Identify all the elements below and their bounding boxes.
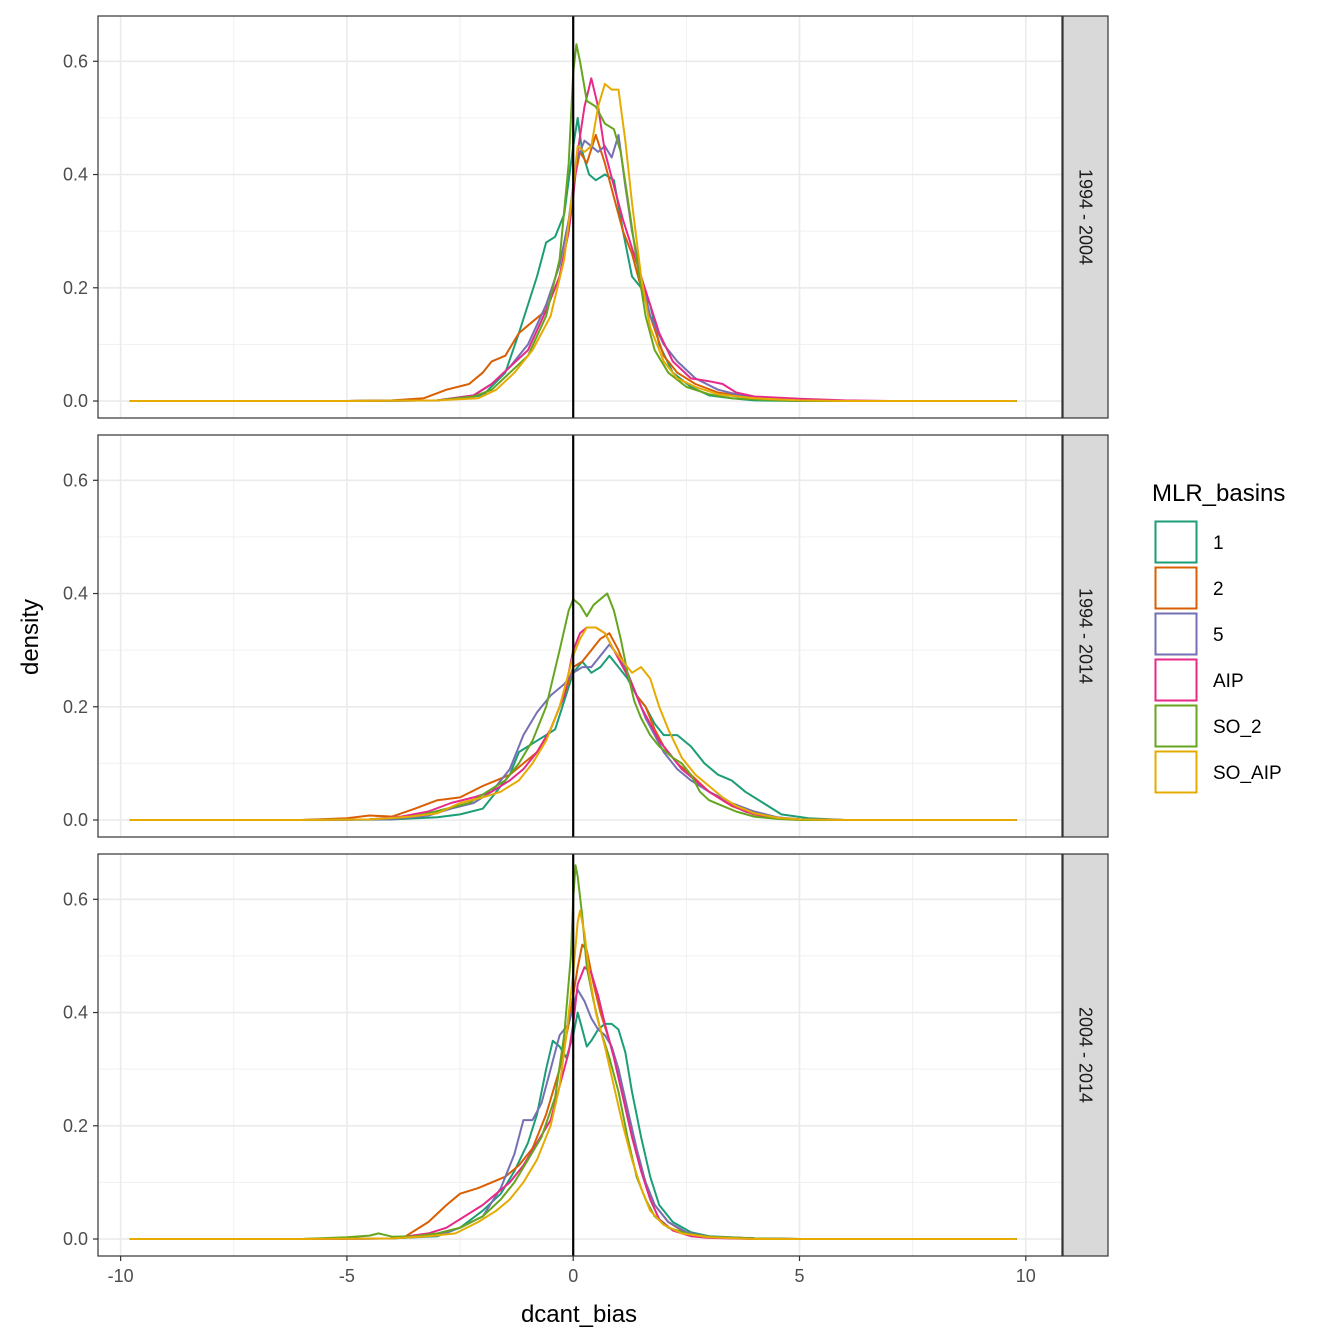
- legend-key-so-2: [1154, 704, 1198, 748]
- panel-background: [98, 435, 1062, 837]
- legend-key-background: [1154, 750, 1198, 794]
- legend-label: SO_AIP: [1213, 763, 1282, 784]
- y-tick-label: 0.2: [63, 278, 88, 298]
- y-tick-label: 0.0: [63, 810, 88, 830]
- legend-label: 5: [1213, 625, 1224, 646]
- density-line-aip: [129, 77, 1017, 402]
- y-tick-label: 0.2: [63, 1116, 88, 1136]
- legend-key-background: [1154, 704, 1198, 748]
- density-line-5: [129, 988, 1017, 1240]
- y-tick-label: 0.6: [63, 470, 88, 490]
- x-tick-label: 10: [1016, 1266, 1036, 1286]
- x-tick-label: 0: [568, 1266, 578, 1286]
- facet-panels: 0.0 0.2 0.4 0.6 1994 - 2004 0.0 0.2 0.4 0.6 1994 …: [63, 15, 1109, 1257]
- panel-border: [97, 853, 1063, 1257]
- density-line-so-aip: [129, 82, 1017, 402]
- panel-background: [98, 854, 1062, 1256]
- legend-label: 1: [1213, 533, 1224, 554]
- legend-label: 2: [1213, 579, 1224, 600]
- y-tick-label: 0.4: [63, 165, 88, 185]
- y-axis-title: density: [17, 599, 44, 675]
- density-line-2: [129, 133, 1017, 402]
- facet-strip-label: 1994 - 2014: [1076, 588, 1096, 684]
- legend-title: MLR_basins: [1152, 480, 1285, 507]
- facet-panel: 0.0 0.2 0.4 0.6 1994 - 2014: [63, 434, 1109, 838]
- density-line-so-aip: [129, 626, 1017, 821]
- legend: MLR_basins 1 2 5 AIP SO_2 SO_AIP: [1152, 480, 1285, 794]
- legend-key-background: [1154, 612, 1198, 656]
- density-line-so-aip: [129, 909, 1017, 1240]
- y-tick-label: 0.6: [63, 889, 88, 909]
- facet-strip-label: 2004 - 2014: [1076, 1007, 1096, 1103]
- legend-key-2: [1154, 566, 1198, 610]
- x-axis-title: dcant_bias: [521, 1301, 637, 1328]
- density-line-so-2: [129, 43, 1017, 402]
- facet-strip: [1062, 853, 1109, 1257]
- panel-border: [97, 15, 1063, 419]
- legend-key-background: [1154, 566, 1198, 610]
- legend-label: SO_2: [1213, 717, 1262, 738]
- facet-strip: [1062, 15, 1109, 419]
- y-tick-label: 0.4: [63, 584, 88, 604]
- y-tick-label: 0.6: [63, 51, 88, 71]
- facet-strip-label: 1994 - 2004: [1076, 169, 1096, 265]
- legend-key-5: [1154, 612, 1198, 656]
- facet-panel: 0.0 0.2 0.4 0.6 2004 - 2014: [63, 853, 1109, 1257]
- y-tick-label: 0.2: [63, 697, 88, 717]
- x-tick-label: -10: [108, 1266, 134, 1286]
- density-line-so-2: [129, 592, 1017, 821]
- y-tick-label: 0.0: [63, 1229, 88, 1249]
- legend-key-so-aip: [1154, 750, 1198, 794]
- x-tick-label: 5: [794, 1266, 804, 1286]
- x-axis: -10 -5 0 5 10: [108, 1256, 1036, 1286]
- x-tick-label: -5: [339, 1266, 355, 1286]
- y-tick-label: 0.4: [63, 1003, 88, 1023]
- legend-label: AIP: [1213, 671, 1244, 692]
- panel-border: [97, 434, 1063, 838]
- facet-strip: [1062, 434, 1109, 838]
- y-tick-label: 0.0: [63, 391, 88, 411]
- legend-key-1: [1154, 520, 1198, 564]
- panel-background: [98, 16, 1062, 418]
- facet-panel: 0.0 0.2 0.4 0.6 1994 - 2004: [63, 15, 1109, 419]
- legend-key-aip: [1154, 658, 1198, 702]
- legend-key-background: [1154, 520, 1198, 564]
- legend-key-background: [1154, 658, 1198, 702]
